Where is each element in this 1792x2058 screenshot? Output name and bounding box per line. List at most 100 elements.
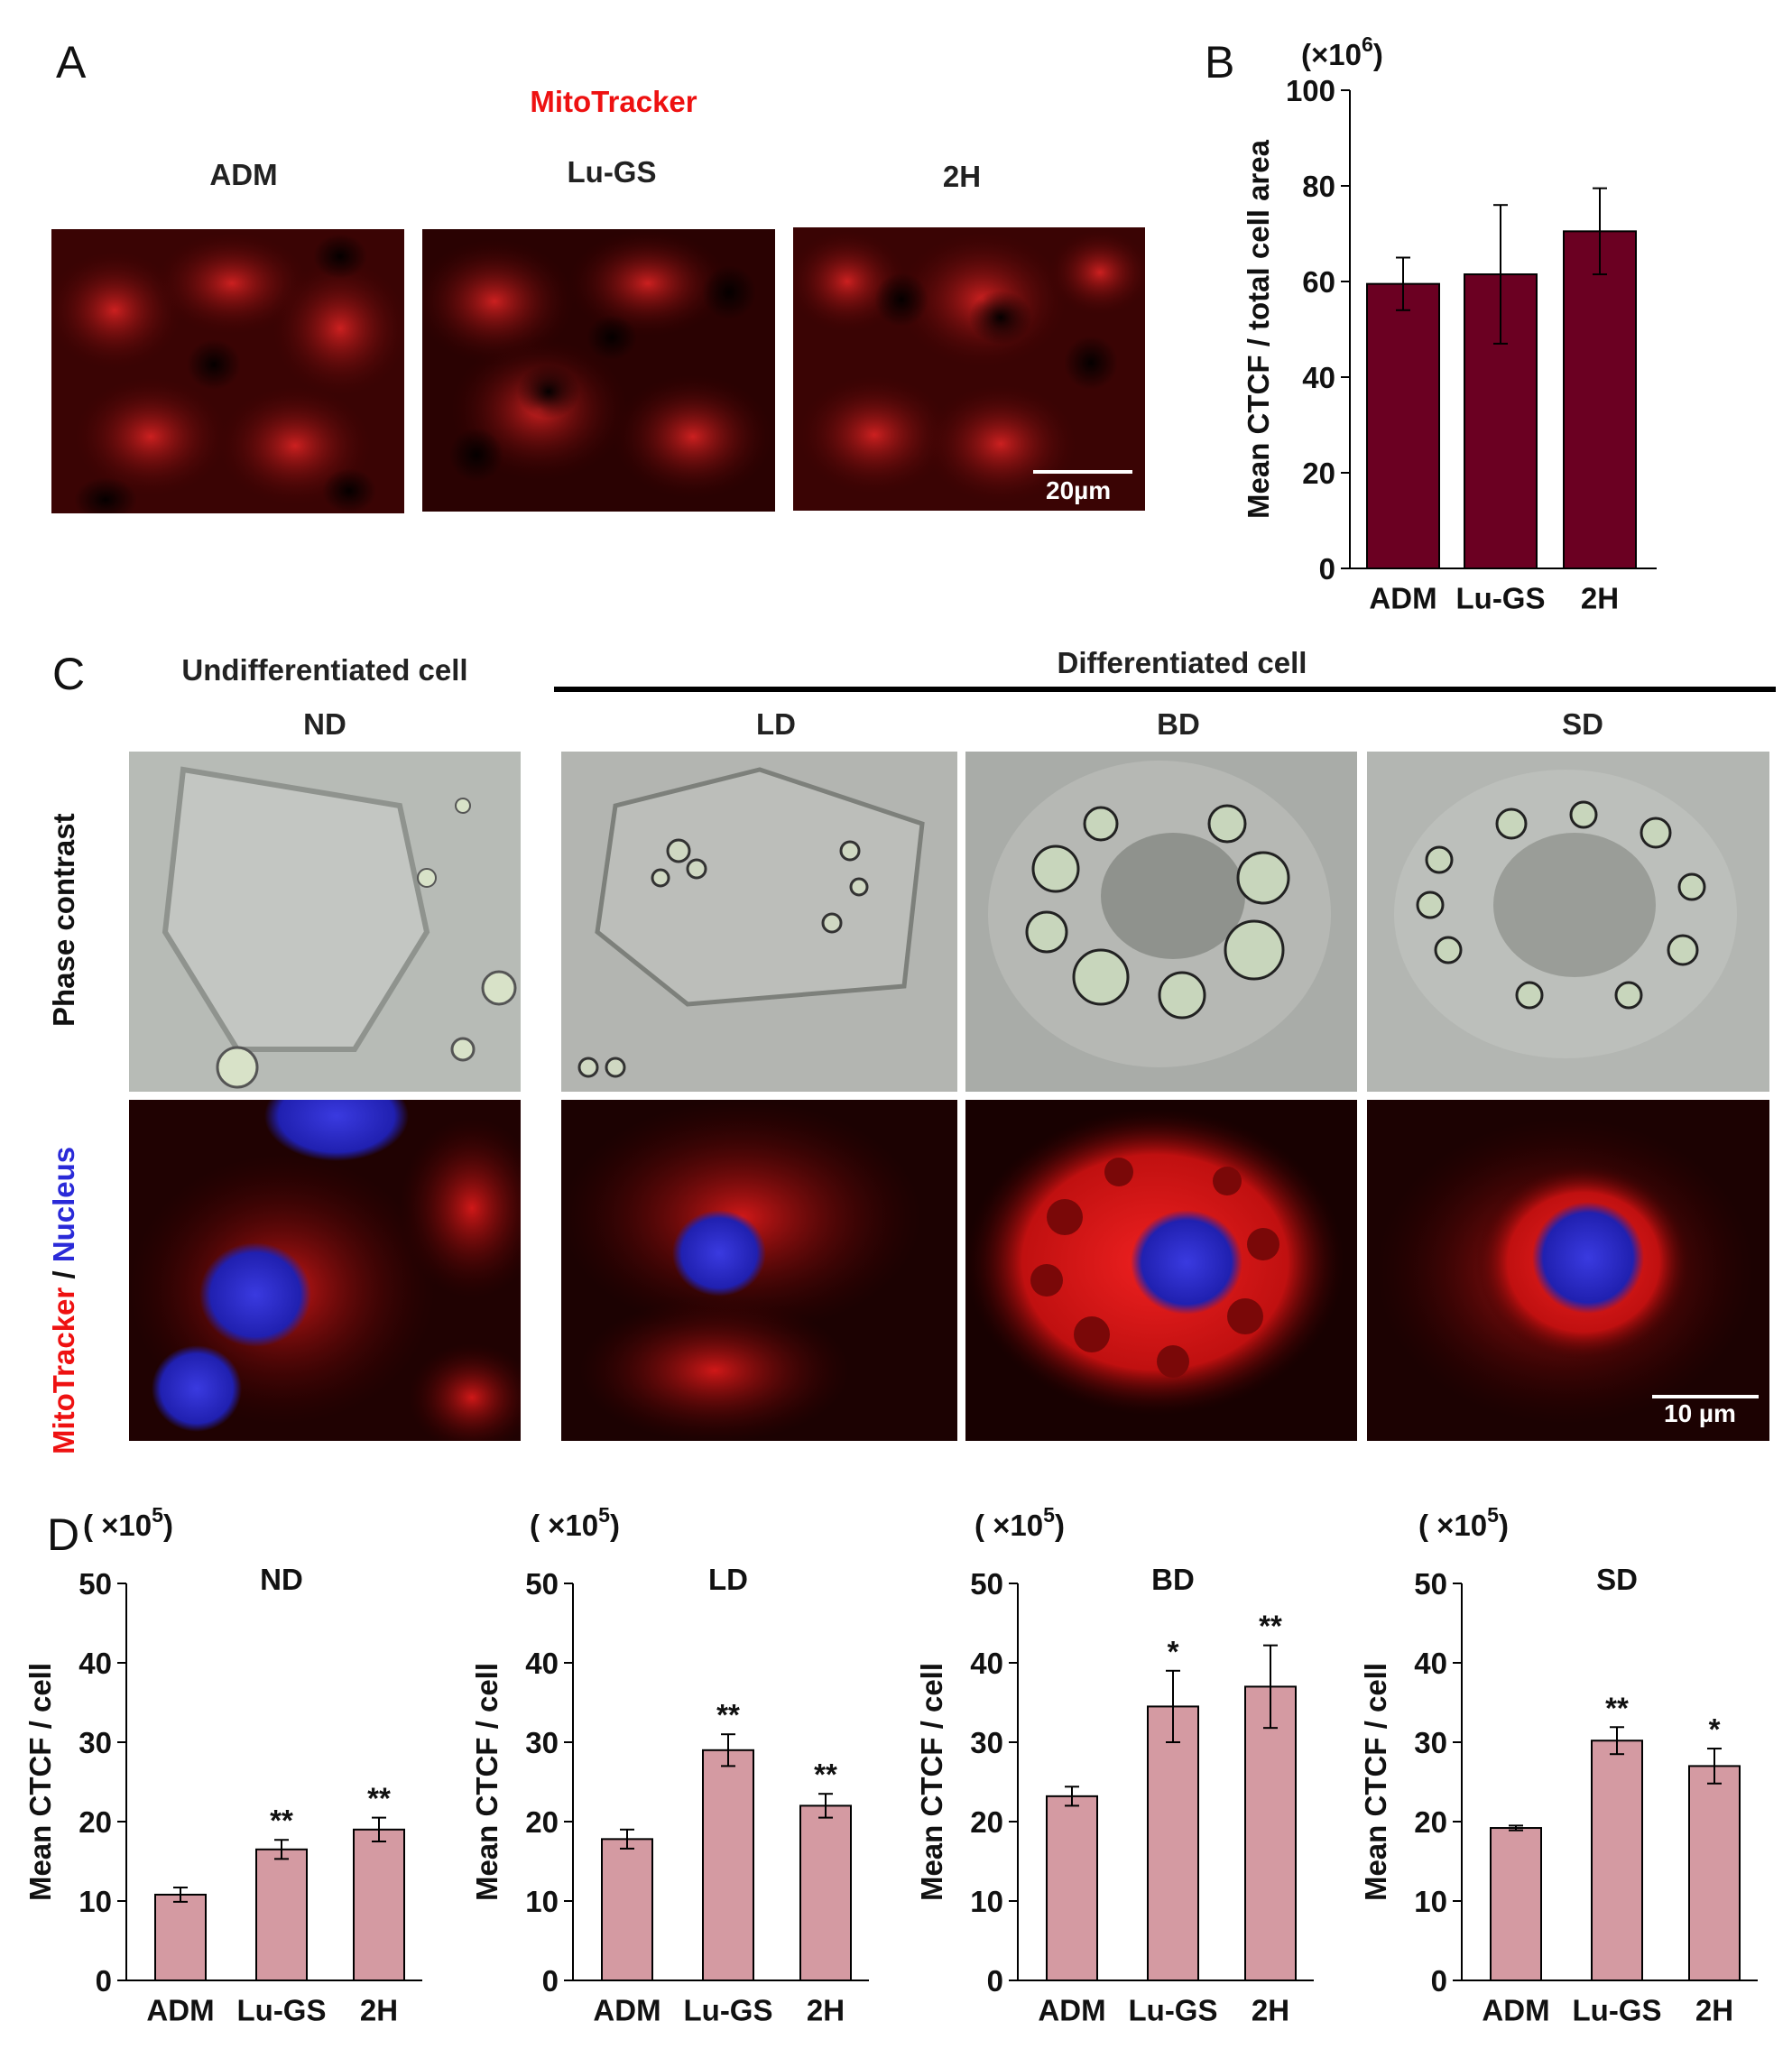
chart-d-ld-x-tick-label: Lu-GS: [684, 1994, 773, 2027]
chart-d-nd-bar-adm: [154, 1893, 207, 1981]
chart-d-sd-x-tick-label: 2H: [1695, 1994, 1733, 2027]
chart-d-ld-y-axis-label: Mean CTCF / cell: [470, 1663, 503, 1901]
chart-d-ld-x-tick-label: 2H: [807, 1994, 845, 2027]
chart-d-ld-x-tick-label: ADM: [593, 1994, 660, 2027]
chart-d-nd-bar-2h: [353, 1828, 405, 1981]
chart-b-y-tick-label: 40: [1302, 361, 1335, 394]
chart-b-y-tick-label: 0: [1319, 552, 1335, 586]
phase-image-nd: [129, 752, 521, 1092]
fluorescence-image-sd: 10 µm: [1367, 1100, 1769, 1441]
panel-label-d: D: [47, 1509, 80, 1560]
chart-d-ld-significance-marker: **: [716, 1698, 740, 1731]
phase-image-ld: [561, 752, 957, 1092]
chart-d-bd-bar-2h: [1244, 1685, 1297, 1981]
row-label-separator: /: [47, 1262, 80, 1287]
chart-d-sd-y-tick-label: 50: [1414, 1567, 1447, 1601]
chart-d-sd-y-tick-label: 10: [1414, 1885, 1447, 1918]
panel-label-c: C: [52, 649, 86, 699]
chart-d-nd-title: ND: [260, 1563, 303, 1596]
chart-d-bd-y-axis-label: Mean CTCF / cell: [915, 1663, 948, 1901]
col-label-sd: SD: [1562, 707, 1603, 741]
chart-d-bd-x-tick-label: Lu-GS: [1129, 1994, 1218, 2027]
scalebar-a-line: [1033, 470, 1132, 474]
chart-d-nd-x-tick-label: Lu-GS: [237, 1994, 327, 2027]
scalebar-a-label: 20µm: [1046, 476, 1112, 504]
panel-a-col-lugs: Lu-GS: [567, 155, 657, 189]
chart-d-sd-y-tick-label: 40: [1414, 1647, 1447, 1680]
chart-d-nd-y-tick-label: 40: [79, 1647, 112, 1680]
panel-a-col-2h: 2H: [942, 160, 982, 193]
chart-d-bd-y-tick-label: 20: [970, 1805, 1003, 1839]
chart-b-bar-adm: [1366, 282, 1440, 569]
chart-b-y-axis-label: Mean CTCF / total cell area: [1242, 139, 1275, 519]
chart-d-bd-svg: ( ×105) BD Mean CTCF / cell 0 10 20 30 40 50 ADM L…: [915, 1503, 1314, 2027]
differentiated-header: Differentiated cell: [1057, 646, 1307, 679]
row-label-nucleus: Nucleus: [47, 1146, 80, 1263]
chart-d-sd-x-tick-label: Lu-GS: [1573, 1994, 1662, 2027]
chart-b-y-tick-label: 60: [1302, 265, 1335, 299]
scalebar-c-label: 10 µm: [1664, 1399, 1736, 1427]
chart-d-bd-x-tick-label: ADM: [1038, 1994, 1105, 2027]
chart-d-nd-svg: ( ×105) ND Mean CTCF / cell 0 10 20 30 40 50 ADM L…: [23, 1503, 422, 2027]
chart-d-nd-y-axis-label: Mean CTCF / cell: [23, 1663, 57, 1901]
fluorescence-image-bd: [965, 1100, 1357, 1441]
chart-b-y-tick-label: 80: [1302, 170, 1335, 203]
chart-d-bd-title: BD: [1151, 1563, 1195, 1596]
col-label-ld: LD: [756, 707, 796, 741]
chart-b-x-tick-label: 2H: [1581, 582, 1619, 615]
chart-b-bar-2h: [1563, 230, 1637, 569]
chart-d-sd-svg: ( ×105) SD Mean CTCF / cell 0 10 20 30 40 50 ADM L…: [1359, 1503, 1758, 2027]
chart-d-ld-bar-adm: [601, 1838, 653, 1981]
chart-d-bd-y-tick-label: 40: [970, 1647, 1003, 1680]
chart-d-nd-significance-marker: **: [270, 1804, 293, 1837]
chart-d-ld-y-tick-label: 50: [525, 1567, 559, 1601]
chart-d-ld-title: LD: [708, 1563, 748, 1596]
chart-d-sd-bar-lu-gs: [1591, 1740, 1643, 1981]
chart-d-bd-x-tick-label: 2H: [1252, 1994, 1289, 2027]
chart-b-y-tick-label: 20: [1302, 457, 1335, 490]
chart-b-y-tick-label: 100: [1286, 74, 1335, 107]
chart-d-ld-svg: ( ×105) LD Mean CTCF / cell 0 10 20 30 40 50 ADM L…: [470, 1503, 869, 2027]
chart-d-ld-y-tick-label: 30: [525, 1726, 559, 1759]
panel-label-b: B: [1205, 37, 1235, 88]
chart-d-ld-y-tick-label: 40: [525, 1647, 559, 1680]
chart-d-sd-y-axis-label: Mean CTCF / cell: [1359, 1663, 1392, 1901]
chart-d-ld-axis-multiplier: ( ×105): [530, 1503, 620, 1542]
phase-image-bd: [965, 752, 1357, 1092]
chart-d-bd-bar-adm: [1046, 1795, 1098, 1981]
col-label-nd: ND: [303, 707, 346, 741]
differentiated-bracket-line: [554, 687, 1776, 692]
chart-d-ld-y-tick-label: 0: [542, 1964, 559, 1998]
chart-d-nd-y-tick-label: 20: [79, 1805, 112, 1839]
chart-d-ld-y-tick-label: 20: [525, 1805, 559, 1839]
chart-d-nd-y-tick-label: 10: [79, 1885, 112, 1918]
chart-d-bd-y-tick-label: 10: [970, 1885, 1003, 1918]
chart-d-sd-y-tick-label: 30: [1414, 1726, 1447, 1759]
chart-d-bd-significance-marker: **: [1259, 1610, 1282, 1643]
chart-b-svg: (×106) Mean CTCF / total cell area 0 20 40 60…: [1242, 32, 1657, 615]
chart-d-sd-y-tick-label: 0: [1431, 1964, 1447, 1998]
row-label-phase-contrast: Phase contrast: [47, 813, 80, 1027]
chart-d-nd-x-tick-label: 2H: [360, 1994, 398, 2027]
fluorescence-image-nd: [129, 1100, 521, 1441]
mitotracker-image-adm: [51, 229, 404, 513]
chart-d-sd-bar-2h: [1688, 1765, 1741, 1981]
chart-d-nd-x-tick-label: ADM: [146, 1994, 214, 2027]
chart-b-x-tick-label: ADM: [1369, 582, 1436, 615]
scalebar-c-line: [1652, 1395, 1759, 1398]
chart-b-axis-multiplier: (×106): [1301, 32, 1383, 71]
chart-d-ld-y-tick-label: 10: [525, 1885, 559, 1918]
panel-a-title: MitoTracker: [530, 85, 697, 118]
chart-d-nd-y-tick-label: 0: [96, 1964, 112, 1998]
undifferentiated-header: Undifferentiated cell: [181, 653, 468, 687]
panel-a-col-adm: ADM: [209, 158, 278, 191]
chart-d-nd-bar-lu-gs: [255, 1848, 308, 1981]
chart-d-nd-axis-multiplier: ( ×105): [83, 1503, 173, 1542]
chart-d-nd-significance-marker: **: [367, 1782, 391, 1815]
chart-d-ld-significance-marker: **: [814, 1758, 837, 1791]
chart-d-nd-y-tick-label: 30: [79, 1726, 112, 1759]
chart-d-ld-bar-lu-gs: [702, 1749, 754, 1981]
chart-d-sd-title: SD: [1596, 1563, 1638, 1596]
chart-b-x-tick-label: Lu-GS: [1456, 582, 1546, 615]
chart-d-bd-y-tick-label: 30: [970, 1726, 1003, 1759]
